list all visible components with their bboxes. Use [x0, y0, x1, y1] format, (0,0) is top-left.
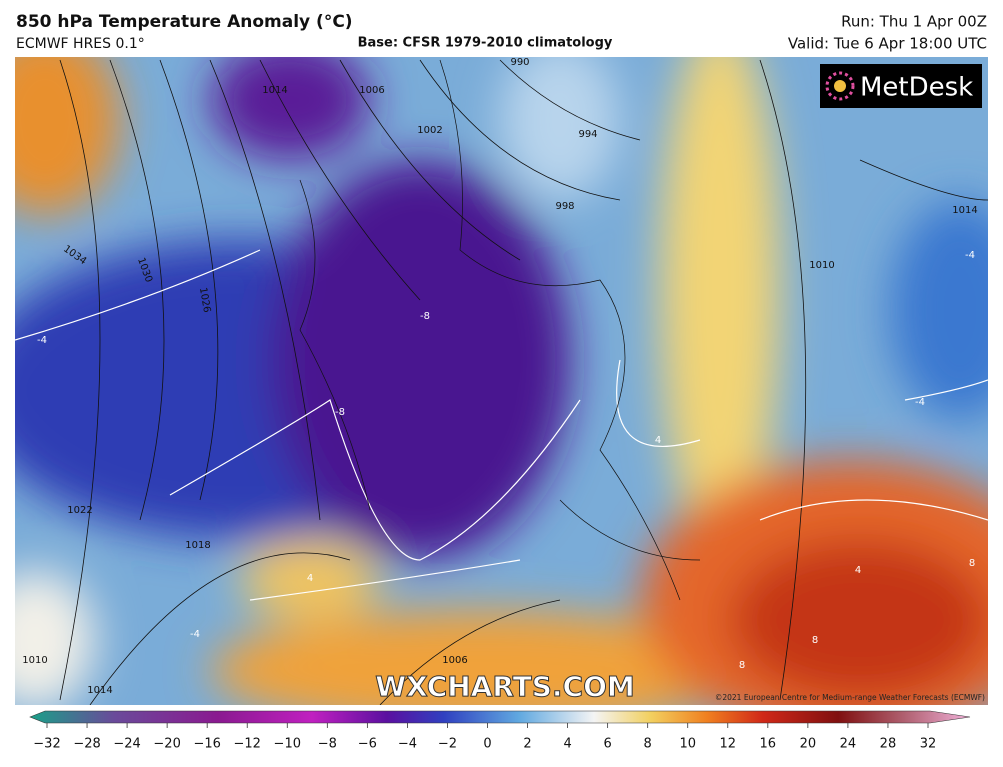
logo-icon: [825, 71, 855, 101]
colorbar-tick-label: 2: [523, 737, 531, 752]
colorbar-tick-label: −2: [438, 737, 457, 752]
anomaly-label: 8: [739, 660, 745, 671]
watermark: WXCHARTS.COM: [375, 670, 635, 703]
isobar-label: 1014: [87, 685, 112, 696]
isobar-label: 1018: [185, 540, 210, 551]
colorbar-tick-label: −20: [153, 737, 180, 752]
model: ECMWF HRES 0.1°: [16, 36, 145, 52]
anomaly-label: -8: [335, 407, 345, 418]
colorbar-tick-label: −16: [193, 737, 220, 752]
isobar-label: 998: [555, 201, 574, 212]
isobar-label: 990: [510, 57, 529, 68]
anomaly-label: -4: [965, 250, 975, 261]
colorbar-tick-label: −32: [33, 737, 60, 752]
colorbar-tick-label: 6: [603, 737, 611, 752]
colorbar-tick-label: −6: [358, 737, 377, 752]
logo-text: MetDesk: [860, 73, 973, 103]
run: Run: Thu 1 Apr 00Z: [841, 13, 987, 31]
anomaly-label: -4: [37, 335, 47, 346]
anomaly-label: 8: [812, 635, 818, 646]
colorbar-tick-label: 16: [760, 737, 777, 752]
isobar-label: 994: [578, 129, 597, 140]
isobar-label: 1006: [359, 85, 384, 96]
colorbar-tick-label: 4: [563, 737, 571, 752]
colorbar-tick-label: −4: [398, 737, 417, 752]
copyright: ©2021 European Centre for Medium-range W…: [715, 693, 985, 702]
isobar-label: 1014: [952, 205, 977, 216]
isobar-label: 1026: [197, 287, 212, 314]
colorbar-tick-label: 10: [679, 737, 696, 752]
colorbar-tick-label: 28: [880, 737, 897, 752]
colorbar-tick-label: 20: [800, 737, 817, 752]
anomaly-label: -4: [190, 629, 200, 640]
anomaly-label: 4: [655, 435, 661, 446]
colorbar-tick-label: −10: [274, 737, 301, 752]
colorbar-tick-label: −24: [113, 737, 140, 752]
anomaly-label: 4: [855, 565, 861, 576]
map: [15, 57, 988, 705]
colorbar-tick-label: −8: [318, 737, 337, 752]
colorbar-tick-label: −12: [234, 737, 261, 752]
isobar-label: 1010: [809, 260, 834, 271]
base: Base: CFSR 1979-2010 climatology: [358, 36, 613, 51]
valid: Valid: Tue 6 Apr 18:00 UTC: [788, 35, 987, 53]
isobar-label: 1014: [262, 85, 287, 96]
anomaly-label: 8: [969, 558, 975, 569]
colorbar-tick-label: 12: [719, 737, 736, 752]
colorbar: [29, 710, 971, 724]
title: 850 hPa Temperature Anomaly (°C): [16, 12, 353, 32]
isobar-label: 1022: [67, 505, 92, 516]
anomaly-label: -8: [420, 311, 430, 322]
isobar-label: 1002: [417, 125, 442, 136]
colorbar-tick-label: 0: [483, 737, 491, 752]
isobar-label: 1010: [22, 655, 47, 666]
anomaly-label: -4: [915, 397, 925, 408]
colorbar-tick-label: 8: [644, 737, 652, 752]
colorbar-tick-label: 24: [840, 737, 857, 752]
anomaly-label: 4: [307, 573, 313, 584]
isobar-label: 1006: [442, 655, 467, 666]
logo-box: [820, 64, 982, 108]
colorbar-tick-label: 32: [920, 737, 937, 752]
colorbar-tick-label: −28: [73, 737, 100, 752]
